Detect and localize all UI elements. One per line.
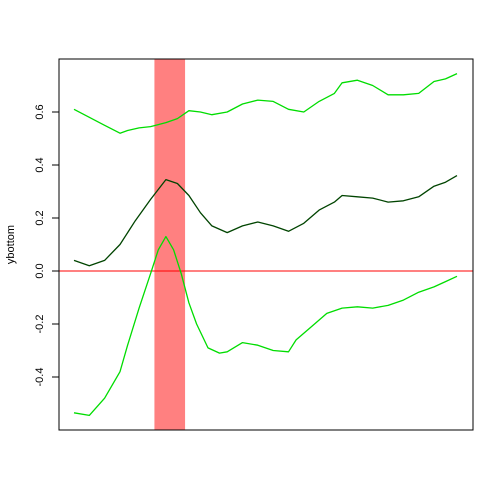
y-tick-label: 0.6 — [34, 104, 46, 119]
highlight-band — [154, 59, 186, 430]
series-line-lower — [73, 235, 458, 417]
y-tick-label: 0.0 — [34, 263, 46, 278]
series-line-middle — [73, 175, 458, 267]
series-line-upper — [73, 73, 458, 134]
y-tick-label: 0.2 — [34, 210, 46, 225]
y-tick-label: 0.4 — [34, 157, 46, 172]
y-axis: -0.4 -0.2 0.0 0.2 0.4 0.6 — [34, 104, 59, 386]
y-tick-label: -0.2 — [34, 315, 46, 334]
y-tick-label: -0.4 — [34, 368, 46, 387]
y-axis-title: ybottom — [5, 225, 17, 264]
plot-frame — [58, 58, 474, 431]
